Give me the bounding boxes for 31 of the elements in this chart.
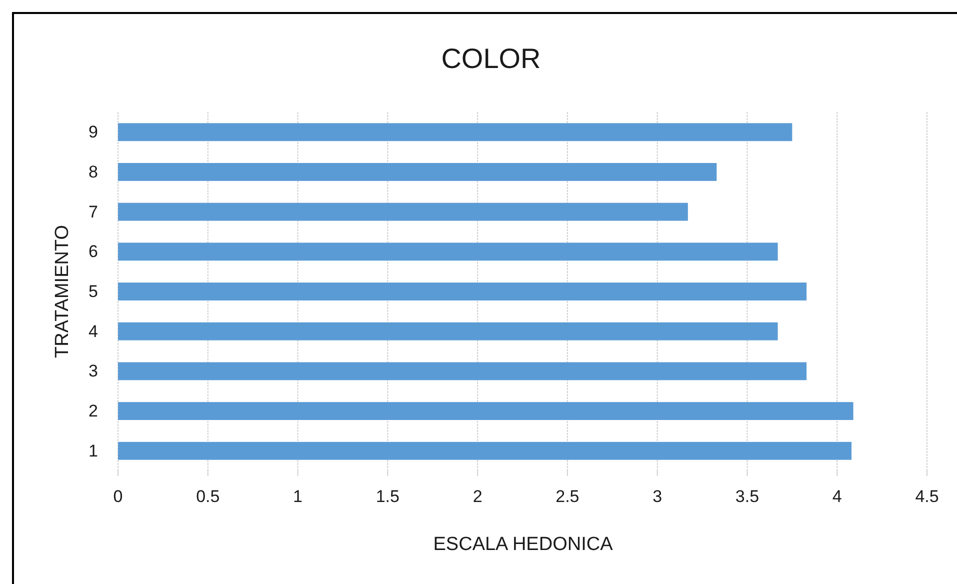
bar — [118, 123, 792, 142]
bar — [118, 202, 688, 221]
x-tick-label: 4 — [832, 487, 842, 506]
x-tick-label: 3.5 — [735, 487, 760, 506]
bar — [118, 282, 807, 300]
y-axis-title: TRATAMIENTO — [52, 225, 73, 358]
x-axis-title: ESCALA HEDONICA — [433, 534, 614, 555]
y-tick-label: 4 — [88, 322, 98, 341]
x-tick-label: 2 — [472, 487, 482, 506]
y-tick-label: 3 — [88, 362, 98, 381]
bar — [118, 442, 852, 460]
y-tick-label: 1 — [88, 441, 98, 460]
x-tick-label: 1.5 — [376, 487, 400, 506]
y-tick-label: 5 — [88, 282, 98, 301]
y-tick-label: 6 — [88, 242, 98, 262]
x-tick-label: 4.5 — [915, 487, 939, 506]
x-tick-label: 0 — [113, 487, 123, 506]
x-tick-label: 1 — [293, 487, 303, 506]
bar — [118, 163, 717, 181]
bar — [118, 402, 854, 420]
y-tick-label: 9 — [88, 122, 98, 142]
y-tick-label: 7 — [88, 202, 98, 222]
x-tick-label: 3 — [652, 487, 662, 506]
bar — [118, 242, 778, 261]
bar — [118, 322, 778, 340]
y-tick-label: 8 — [88, 162, 98, 182]
chart-title: COLOR — [441, 43, 541, 74]
bar — [118, 362, 807, 380]
x-tick-label: 0.5 — [196, 487, 220, 506]
y-tick-label: 2 — [88, 401, 98, 420]
x-tick-label: 2.5 — [556, 487, 580, 506]
